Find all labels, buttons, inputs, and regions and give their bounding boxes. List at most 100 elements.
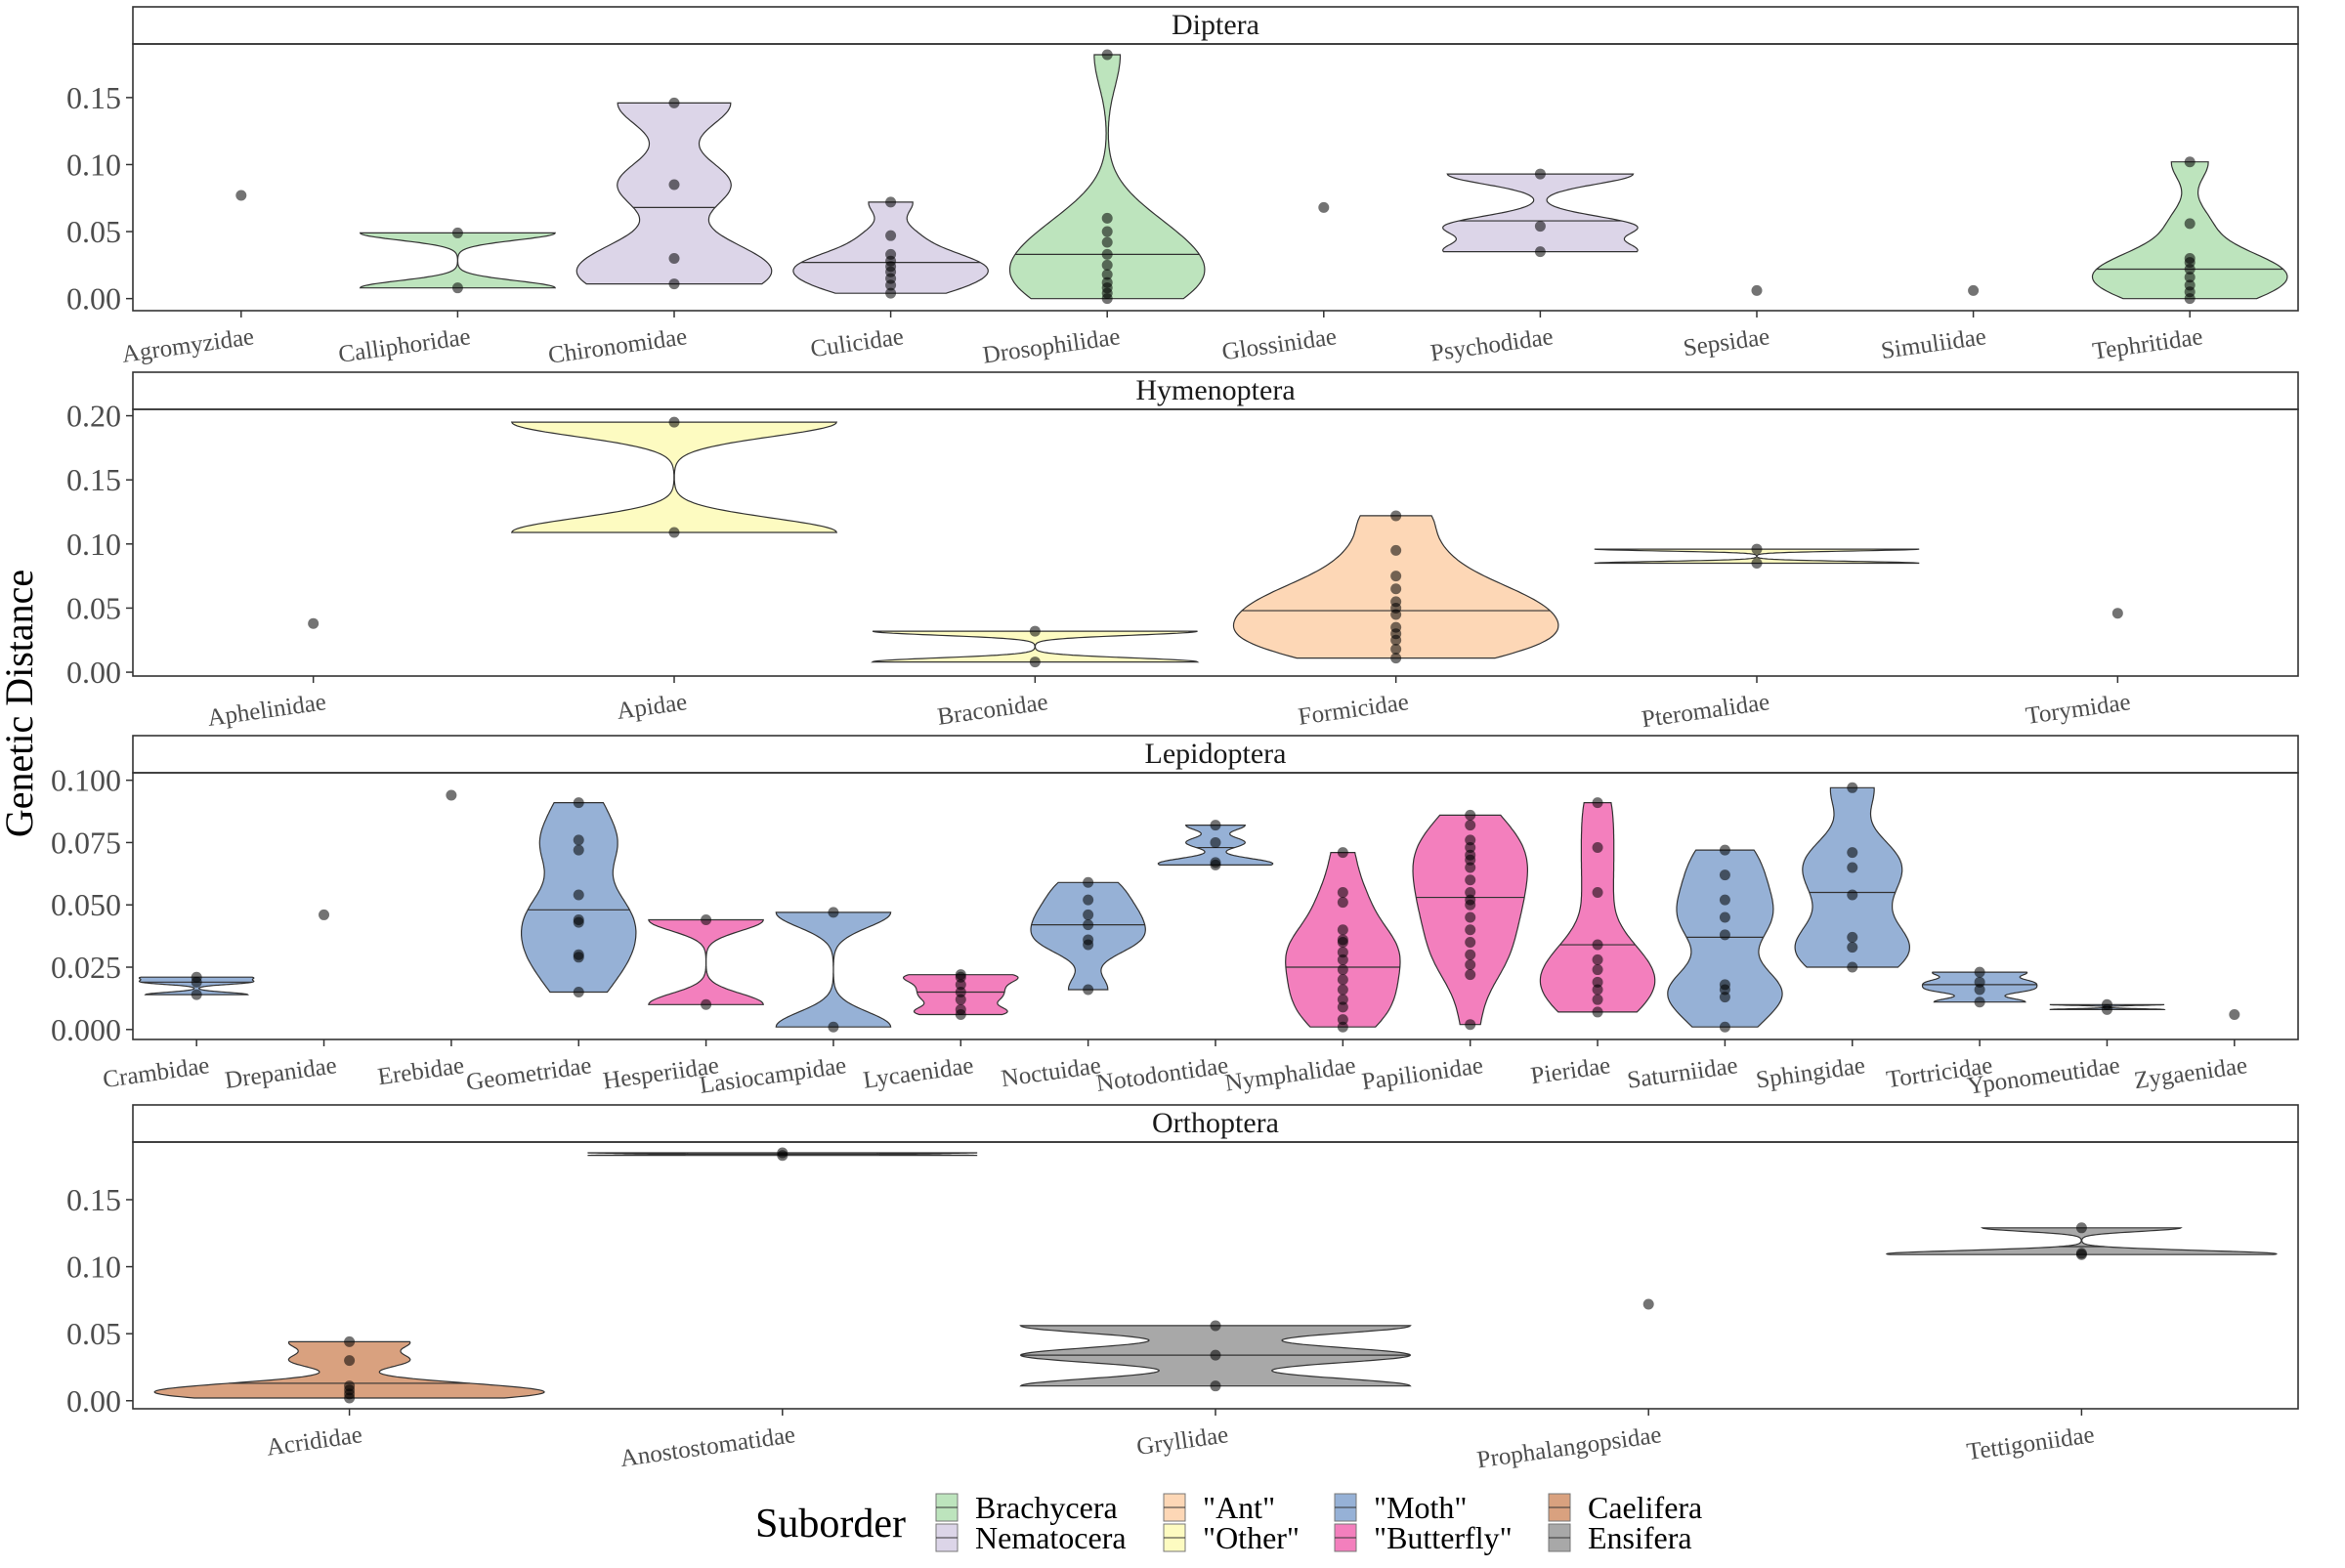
y-tick-label: 0.10 [66, 527, 121, 562]
violin-tettigoniidae [1885, 1222, 2278, 1260]
violin-drosophilidae [1008, 49, 1206, 305]
data-point [1337, 954, 1348, 965]
data-point [1719, 894, 1730, 906]
data-point [2075, 1222, 2087, 1234]
legend-label: "Butterfly" [1374, 1520, 1513, 1555]
data-point [1465, 820, 1476, 831]
x-tick-label: Notodontidae [1094, 1052, 1230, 1097]
panel-border [132, 43, 2299, 312]
data-point [885, 248, 897, 260]
data-point [1337, 1001, 1348, 1013]
x-tick-label: Chironomidae [546, 323, 688, 369]
data-point [1968, 284, 1980, 296]
data-point [573, 914, 584, 926]
data-point [1465, 924, 1476, 936]
x-tick-label: Sphingidae [1754, 1052, 1866, 1093]
data-point [701, 914, 712, 926]
data-point [1719, 844, 1730, 856]
x-tick-label: Pieridae [1529, 1052, 1612, 1089]
x-tick-label: Nymphalidae [1223, 1052, 1357, 1096]
data-point [1101, 276, 1113, 288]
data-point [1465, 862, 1476, 873]
data-point [1337, 1014, 1348, 1026]
data-point [885, 287, 897, 299]
data-point [1210, 1380, 1221, 1392]
data-point [1337, 974, 1348, 986]
violin-nymphalidae [1285, 847, 1401, 1033]
y-tick-label: 0.05 [66, 1316, 121, 1351]
data-point [2184, 279, 2196, 291]
data-point [573, 987, 584, 998]
data-point [1847, 847, 1858, 859]
x-tick-label: Papilionidae [1360, 1052, 1485, 1095]
violin-shape [576, 102, 773, 285]
data-point [446, 789, 457, 801]
legend-item-butterfly: "Butterfly" [1334, 1520, 1513, 1555]
data-point [777, 1147, 789, 1159]
data-point [1592, 797, 1603, 809]
y-tick-label: 0.000 [51, 1012, 121, 1047]
data-point [828, 1021, 839, 1033]
data-point [1847, 862, 1858, 873]
violin-culicidae [792, 196, 989, 299]
violin-chironomidae [576, 97, 773, 290]
x-tick-label: Gryllidae [1135, 1421, 1230, 1461]
legend-label: Caelifera [1588, 1490, 1702, 1525]
legend-label: "Moth" [1374, 1490, 1467, 1525]
data-point [1534, 246, 1546, 258]
violin-shape [1594, 548, 1920, 565]
x-tick-label: Drepanidae [224, 1052, 339, 1094]
violin-drepanidae [319, 909, 330, 920]
data-point [668, 179, 680, 191]
data-point [2184, 252, 2196, 264]
violin-gryllidae [1019, 1320, 1412, 1392]
data-point [344, 1380, 356, 1392]
data-point [308, 617, 320, 629]
violin-torymidae [2111, 608, 2123, 619]
data-point [668, 252, 680, 264]
violin-yponomeutidae [2049, 998, 2166, 1015]
data-point [1751, 543, 1763, 555]
violin-prophalangopsidae [1642, 1298, 1654, 1310]
data-point [1719, 1021, 1730, 1033]
data-point [668, 97, 680, 108]
data-point [1083, 894, 1094, 906]
violin-shape [359, 232, 557, 289]
violin-psychodidae [1442, 168, 1639, 258]
data-point [1465, 842, 1476, 854]
y-tick-label: 0.050 [51, 887, 121, 922]
data-point [1101, 236, 1113, 248]
data-point [1390, 621, 1402, 633]
data-point [573, 797, 584, 809]
panel-border [132, 1141, 2299, 1410]
violin-shape [792, 201, 989, 294]
data-point [1083, 984, 1094, 996]
data-point [1465, 936, 1476, 948]
data-point [573, 949, 584, 960]
legend-label: "Other" [1203, 1520, 1300, 1555]
y-tick-label: 0.00 [66, 281, 121, 317]
data-point [1719, 869, 1730, 881]
legend-item-brachycera: Brachycera [935, 1490, 1118, 1525]
violin-shape [1442, 173, 1639, 253]
x-tick-label: Apidae [616, 689, 689, 725]
facet-title: Diptera [1172, 9, 1259, 41]
x-tick-label: Erebidae [376, 1052, 466, 1090]
data-point [1847, 889, 1858, 901]
violin-formicidae [1232, 510, 1559, 664]
violin-agromyzidae [235, 190, 247, 201]
data-point [1101, 259, 1113, 271]
data-point [1318, 201, 1330, 213]
violin-sphingidae [1794, 782, 1911, 973]
data-point [1592, 886, 1603, 898]
data-point [1465, 886, 1476, 898]
data-point [1534, 221, 1546, 233]
legend-label: Brachycera [975, 1490, 1118, 1525]
data-point [1465, 894, 1476, 906]
facet-title: Orthoptera [1152, 1107, 1279, 1139]
data-point [1390, 643, 1402, 655]
data-point [1465, 809, 1476, 821]
violin-pieridae [1539, 797, 1656, 1018]
data-point [668, 527, 680, 538]
